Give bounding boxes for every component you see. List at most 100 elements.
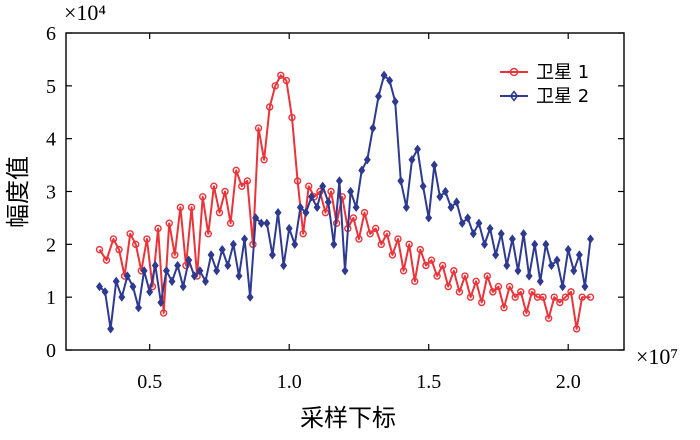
- series-2-point: [525, 271, 533, 281]
- series-1-point: [210, 182, 218, 190]
- series-1-point: [399, 267, 408, 275]
- series-2-point: [229, 239, 237, 249]
- series-1-point: [143, 235, 151, 243]
- series-1-point: [383, 230, 391, 238]
- series-2-point: [168, 276, 176, 286]
- series-1-point: [411, 277, 419, 286]
- series-1-point: [483, 272, 491, 280]
- series-1-point: [511, 293, 519, 301]
- series-1-point: [472, 277, 480, 286]
- series-2-point: [202, 276, 209, 286]
- series-2-point: [241, 234, 249, 244]
- series-2-point: [492, 250, 500, 260]
- series-2-point: [497, 229, 505, 239]
- series-2-point: [296, 202, 304, 212]
- series-2-point: [330, 239, 338, 249]
- legend-item-1: 卫星 1: [500, 62, 589, 83]
- y-axis-title: 幅度值: [4, 156, 32, 228]
- series-1-point: [366, 230, 374, 238]
- series-1-point: [405, 240, 413, 249]
- legend-item-2: 卫星 2: [500, 86, 589, 107]
- series-1-point: [494, 282, 503, 291]
- series-1-point: [416, 245, 425, 254]
- series-1-point: [544, 314, 553, 322]
- series-2-point: [341, 266, 349, 276]
- series-1-point: [182, 261, 190, 270]
- series-2-point: [162, 266, 170, 276]
- series-2-point: [335, 176, 343, 186]
- series-1-point: [556, 298, 564, 307]
- series-2-point: [536, 276, 544, 286]
- series-1-point: [355, 235, 363, 243]
- series-2: [96, 70, 594, 334]
- series-2-point: [363, 155, 371, 165]
- y-tick-label: 2: [46, 234, 56, 256]
- series-2-point: [570, 266, 578, 276]
- series-2-point: [542, 239, 550, 249]
- series-1-point: [461, 272, 469, 280]
- series-1-point: [377, 240, 385, 249]
- series-1-point: [221, 187, 229, 196]
- series-2-point: [308, 192, 315, 202]
- series-2-point: [302, 207, 310, 218]
- x-tick-label: 1.5: [416, 371, 441, 393]
- y-tick-label: 6: [46, 23, 56, 45]
- series-2-point: [313, 202, 321, 212]
- series-2-point: [547, 260, 555, 271]
- series-2-point: [246, 292, 254, 302]
- series-1-point: [427, 256, 436, 264]
- legend-label: 卫星 1: [536, 62, 589, 83]
- series-2-point: [369, 123, 377, 133]
- y-tick-label: 0: [46, 340, 56, 362]
- series-1-point: [238, 182, 246, 190]
- series-2-point: [101, 287, 109, 297]
- x-tick-label: 0.5: [137, 371, 162, 393]
- series-1-point: [265, 103, 274, 111]
- series-1-line: [98, 74, 591, 330]
- series-2-point: [414, 144, 422, 154]
- series-1-point: [567, 288, 575, 296]
- series-1-point: [305, 182, 313, 190]
- series-2-point: [386, 75, 394, 86]
- series-1-point: [176, 203, 185, 212]
- series-1-point: [388, 251, 397, 259]
- series-1: [95, 71, 595, 333]
- series-2-point: [575, 250, 583, 260]
- legend: 卫星 1 卫星 2: [500, 62, 589, 107]
- series-2-point: [263, 218, 271, 228]
- series-2-point: [402, 202, 410, 212]
- series-2-point: [185, 255, 193, 265]
- series-1-point: [126, 230, 134, 238]
- series-2-point: [129, 281, 137, 292]
- series-2-point: [252, 213, 260, 223]
- y-tick-label: 3: [46, 182, 56, 204]
- y-tick-label: 1: [46, 287, 56, 309]
- series-2-point: [408, 155, 416, 165]
- series-1-point: [132, 240, 140, 249]
- series-2-point: [453, 197, 461, 207]
- series-2-point: [475, 218, 483, 228]
- series-1-point: [199, 193, 207, 201]
- series-2-point: [96, 281, 103, 292]
- series-2-point: [425, 213, 433, 223]
- series-2-line: [98, 74, 592, 330]
- series-2-point: [207, 250, 215, 260]
- series-2-point: [179, 281, 187, 292]
- series-1-point: [159, 309, 168, 317]
- series-1-point: [586, 293, 595, 301]
- series-1-point: [578, 293, 586, 301]
- series-2-point: [174, 260, 182, 271]
- series-2-point: [375, 91, 382, 102]
- series-1-point: [95, 245, 104, 254]
- x-axis-title: 采样下标: [300, 404, 396, 432]
- y-tick-label: 4: [46, 129, 56, 151]
- series-1-point: [500, 304, 508, 312]
- series-1-point: [455, 288, 464, 296]
- series-1-point: [349, 214, 358, 222]
- series-1-point: [528, 288, 536, 296]
- series-2-point: [481, 239, 488, 249]
- series-1-point: [115, 245, 123, 254]
- series-2-point: [324, 197, 332, 207]
- series-1-point: [327, 187, 335, 196]
- series-2-point: [447, 202, 455, 212]
